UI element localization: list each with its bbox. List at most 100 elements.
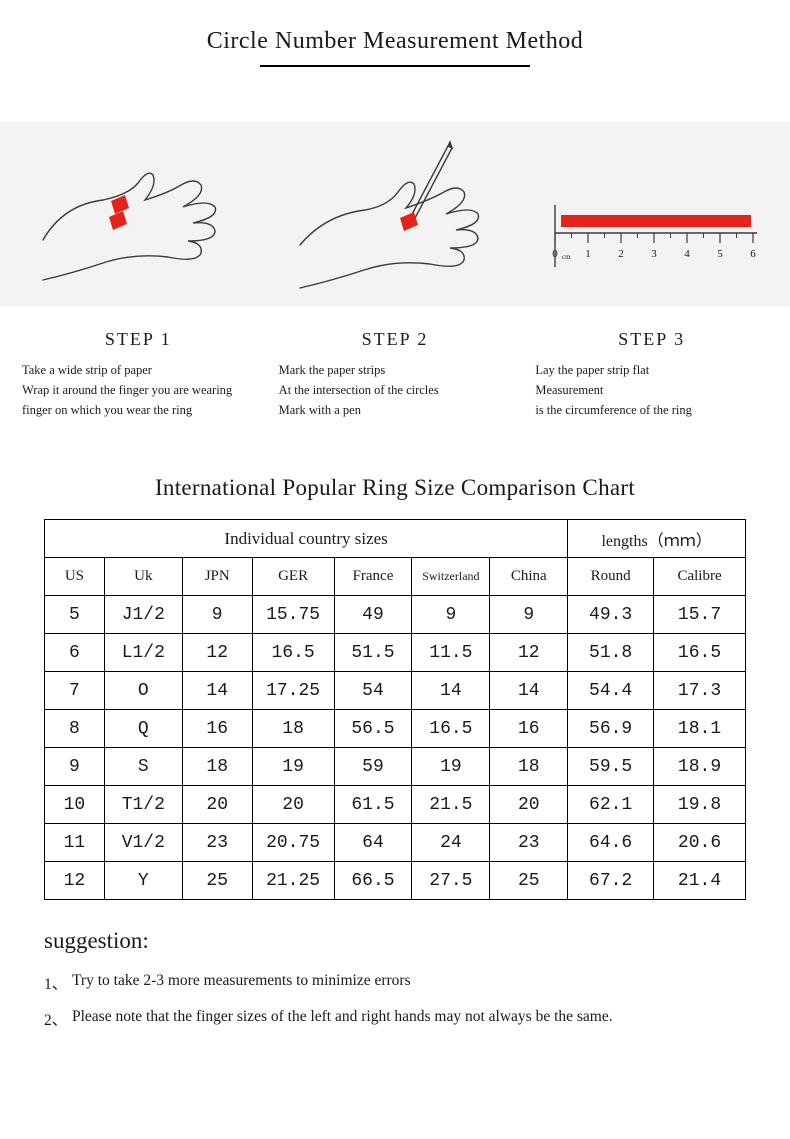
chart-title: International Popular Ring Size Comparis…: [0, 475, 790, 501]
table-cell: 20: [182, 786, 252, 824]
table-cell: 27.5: [412, 862, 490, 900]
table-cell: 19: [252, 748, 334, 786]
table-cell: 20: [490, 786, 568, 824]
steps-text-row: STEP 1 Take a wide strip of paper Wrap i…: [0, 329, 790, 420]
table-cell: 17.3: [654, 672, 746, 710]
table-row: 11V1/22320.7564242364.620.6: [45, 824, 746, 862]
table-cell: 19.8: [654, 786, 746, 824]
step1-text: STEP 1 Take a wide strip of paper Wrap i…: [10, 329, 267, 420]
table-cell: 14: [412, 672, 490, 710]
table-cell: 64.6: [568, 824, 654, 862]
suggestion-text: Please note that the finger sizes of the…: [72, 1008, 613, 1030]
svg-text:4: 4: [684, 248, 690, 260]
table-cell: 21.5: [412, 786, 490, 824]
table-cell: 56.5: [334, 710, 412, 748]
table-cell: 16.5: [412, 710, 490, 748]
table-row: 12Y2521.2566.527.52567.221.4: [45, 862, 746, 900]
table-cell: 12: [490, 634, 568, 672]
table-cell: 66.5: [334, 862, 412, 900]
table-cell: 21.4: [654, 862, 746, 900]
table-row: 6L1/21216.551.511.51251.816.5: [45, 634, 746, 672]
step1-illustration: [10, 140, 267, 295]
table-cell: 24: [412, 824, 490, 862]
suggestion-list: 1、Try to take 2-3 more measurements to m…: [44, 972, 746, 1030]
table-cell: 64: [334, 824, 412, 862]
table-cell: 19: [412, 748, 490, 786]
table-cell: 6: [45, 634, 105, 672]
step1-desc: Take a wide strip of paper Wrap it aroun…: [22, 360, 255, 420]
table-cell: 9: [45, 748, 105, 786]
table-cell: 59: [334, 748, 412, 786]
step1-heading: STEP 1: [22, 329, 255, 350]
table-cell: 9: [182, 596, 252, 634]
step3-illustration: 0cm123456: [523, 140, 780, 295]
svg-text:cm: cm: [562, 253, 571, 261]
table-cell: 20: [252, 786, 334, 824]
table-cell: 12: [45, 862, 105, 900]
col-header-jpn: JPN: [182, 558, 252, 596]
col-header-uk: Uk: [104, 558, 182, 596]
svg-text:0: 0: [552, 248, 558, 260]
svg-text:5: 5: [717, 248, 723, 260]
table-cell: 61.5: [334, 786, 412, 824]
table-row: 10T1/2202061.521.52062.119.8: [45, 786, 746, 824]
table-cell: 14: [490, 672, 568, 710]
step2-text: STEP 2 Mark the paper strips At the inte…: [267, 329, 524, 420]
col-header-china: China: [490, 558, 568, 596]
col-header-switzerland: Switzerland: [412, 558, 490, 596]
table-cell: 18.1: [654, 710, 746, 748]
table-cell: 21.25: [252, 862, 334, 900]
table-row: 9S181959191859.518.9: [45, 748, 746, 786]
table-cell: O: [104, 672, 182, 710]
table-cell: 17.25: [252, 672, 334, 710]
table-cell: 9: [490, 596, 568, 634]
page-title: Circle Number Measurement Method: [0, 28, 790, 55]
table-cell: 15.7: [654, 596, 746, 634]
table-cell: 54.4: [568, 672, 654, 710]
table-group-header-row: Individual country sizes lengths（ｍｍ）: [45, 520, 746, 558]
size-chart-table: Individual country sizes lengths（ｍｍ） USU…: [44, 519, 746, 900]
table-cell: 8: [45, 710, 105, 748]
title-underline: [260, 65, 530, 67]
suggestion-text: Try to take 2-3 more measurements to min…: [72, 972, 411, 994]
table-cell: 16: [182, 710, 252, 748]
suggestion-item: 1、Try to take 2-3 more measurements to m…: [44, 972, 746, 994]
svg-text:3: 3: [651, 248, 657, 260]
table-cell: T1/2: [104, 786, 182, 824]
table-cell: 25: [182, 862, 252, 900]
table-cell: 16.5: [252, 634, 334, 672]
suggestion-number: 2、: [44, 1008, 72, 1030]
table-cell: L1/2: [104, 634, 182, 672]
table-column-header-row: USUkJPNGERFranceSwitzerlandChinaRoundCal…: [45, 558, 746, 596]
col-header-round: Round: [568, 558, 654, 596]
table-cell: 11: [45, 824, 105, 862]
table-cell: V1/2: [104, 824, 182, 862]
table-cell: 54: [334, 672, 412, 710]
suggestion-heading: suggestion:: [44, 928, 746, 954]
col-header-france: France: [334, 558, 412, 596]
suggestion-number: 1、: [44, 972, 72, 994]
table-cell: 18: [490, 748, 568, 786]
col-header-ger: GER: [252, 558, 334, 596]
table-cell: 51.8: [568, 634, 654, 672]
table-cell: 18: [252, 710, 334, 748]
table-cell: 59.5: [568, 748, 654, 786]
table-cell: 14: [182, 672, 252, 710]
table-cell: S: [104, 748, 182, 786]
table-cell: 10: [45, 786, 105, 824]
table-cell: 7: [45, 672, 105, 710]
table-cell: Q: [104, 710, 182, 748]
countries-group-header: Individual country sizes: [45, 520, 568, 558]
table-cell: 15.75: [252, 596, 334, 634]
step2-heading: STEP 2: [279, 329, 512, 350]
table-cell: 49: [334, 596, 412, 634]
step2-illustration: [267, 140, 524, 295]
col-header-calibre: Calibre: [654, 558, 746, 596]
step3-text: STEP 3 Lay the paper strip flat Measurem…: [523, 329, 780, 420]
table-cell: 67.2: [568, 862, 654, 900]
table-cell: 20.75: [252, 824, 334, 862]
table-cell: 56.9: [568, 710, 654, 748]
table-row: 5J1/2915.75499949.315.7: [45, 596, 746, 634]
svg-text:2: 2: [618, 248, 624, 260]
table-cell: 12: [182, 634, 252, 672]
